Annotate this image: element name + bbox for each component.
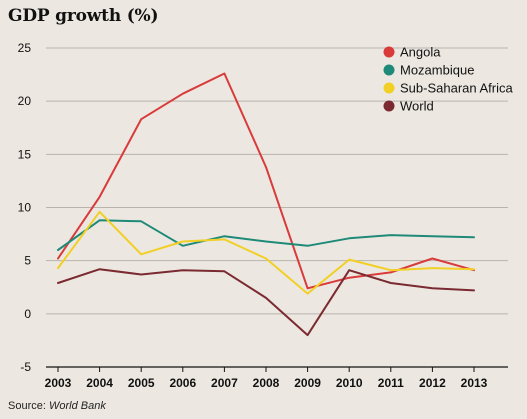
x-tick-label: 2005 xyxy=(128,376,155,390)
legend-label: Angola xyxy=(400,45,441,60)
legend-marker xyxy=(383,64,395,76)
series-line-world xyxy=(57,268,475,337)
legend-marker xyxy=(383,82,395,94)
x-tick-label: 2011 xyxy=(378,376,404,390)
legend-marker xyxy=(383,46,395,58)
x-tick-label: 2003 xyxy=(45,376,72,390)
gridlines xyxy=(46,47,508,315)
x-axis: 2003 2004 2005 2006 2007 2008 2009 2010 2011 2012… xyxy=(45,366,508,390)
source-note: Source: World Bank xyxy=(8,400,106,412)
source-prefix: Source: xyxy=(8,400,49,412)
legend-marker xyxy=(383,100,395,112)
chart-title: GDP growth (%) xyxy=(8,6,159,26)
x-tick-label: 2004 xyxy=(86,376,113,390)
x-tick-label: 2013 xyxy=(461,376,488,390)
y-tick-label: 10 xyxy=(18,201,32,215)
series-line-angola xyxy=(57,72,475,290)
legend-label: Mozambique xyxy=(400,63,474,78)
y-tick-label: 0 xyxy=(24,307,31,321)
series-line-sub-saharan-africa xyxy=(57,210,475,295)
legend-label: World xyxy=(400,99,434,114)
y-tick-label: 15 xyxy=(18,147,32,161)
x-tick-label: 2010 xyxy=(336,376,363,390)
y-tick-label: 5 xyxy=(24,254,31,268)
x-tick-label: 2009 xyxy=(294,376,321,390)
y-tick-label: -5 xyxy=(20,360,31,374)
x-tick-label: 2006 xyxy=(169,376,196,390)
source-name: World Bank xyxy=(48,400,106,412)
x-tick-label: 2012 xyxy=(419,376,446,390)
x-tick-label: 2007 xyxy=(211,376,238,390)
legend-label: Sub-Saharan Africa xyxy=(400,81,514,96)
x-tick-label: 2008 xyxy=(253,376,280,390)
y-axis-ticks: -5 0 5 10 15 20 25 xyxy=(18,41,32,374)
y-tick-label: 25 xyxy=(18,41,32,55)
series-line-mozambique xyxy=(57,219,475,251)
series-lines xyxy=(57,72,475,337)
legend: Angola Mozambique Sub-Saharan Africa World xyxy=(383,45,514,114)
y-tick-label: 20 xyxy=(18,94,32,108)
